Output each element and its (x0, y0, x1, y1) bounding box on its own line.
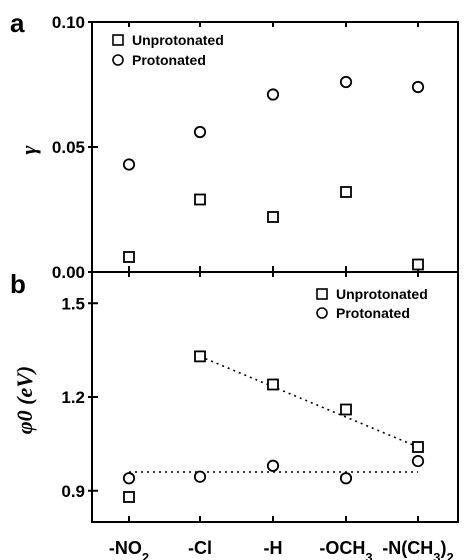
y-tick-label: 0.00 (52, 263, 85, 282)
point-protonated (339, 75, 353, 89)
point-protonated (411, 454, 425, 468)
legend-label: Unprotonated (132, 32, 224, 48)
legend-marker-circle (112, 54, 124, 66)
point-unprotonated (194, 350, 206, 363)
y-tick-label: 1.2 (61, 388, 85, 407)
point-unprotonated (123, 251, 135, 263)
point-protonated (122, 472, 136, 485)
x-category-label: -NO2 (109, 538, 149, 560)
point-unprotonated (194, 193, 206, 206)
panel-a: a 0.00 0.05 0.10 γ Unprotonated Protonated (10, 8, 459, 282)
point-protonated (266, 88, 280, 101)
point-unprotonated (267, 211, 279, 223)
y-axis-label: γ (16, 145, 41, 155)
point-unprotonated (412, 441, 424, 453)
fit-line-0 (199, 355, 419, 448)
y-tick-label: 1.5 (61, 294, 85, 313)
point-unprotonated (267, 378, 279, 391)
y-tick-label: 0.05 (52, 138, 85, 157)
point-protonated (411, 80, 425, 94)
point-protonated (193, 470, 207, 483)
x-category-label: -H (264, 538, 283, 558)
panel-letter: b (10, 269, 26, 299)
x-category-label: -N(CH3)2 (382, 538, 453, 560)
point-unprotonated (340, 403, 352, 416)
legend-marker-square (112, 34, 124, 46)
point-unprotonated (340, 186, 352, 198)
legend-label: Protonated (336, 305, 410, 321)
point-protonated (339, 472, 353, 485)
panel-letter: a (10, 8, 25, 38)
point-protonated (266, 459, 280, 472)
y-tick-label: 0.9 (61, 482, 85, 501)
legend-marker-circle (316, 307, 328, 319)
y-tick-label: 0.10 (52, 13, 85, 32)
legend-label: Unprotonated (336, 286, 428, 302)
legend-label: Protonated (132, 52, 206, 68)
point-unprotonated (412, 258, 424, 271)
x-category-label: -Cl (188, 538, 212, 558)
panel-b: b 0.9 1.2 1.5 φ0 (eV) Unprotonated Protonated -… (10, 269, 459, 560)
point-protonated (193, 125, 207, 139)
point-protonated (122, 158, 136, 171)
point-unprotonated (123, 491, 135, 503)
x-category-label: -OCH3 (319, 538, 372, 560)
y-axis-label: φ0 (eV) (12, 366, 37, 434)
legend-marker-square (316, 288, 328, 300)
